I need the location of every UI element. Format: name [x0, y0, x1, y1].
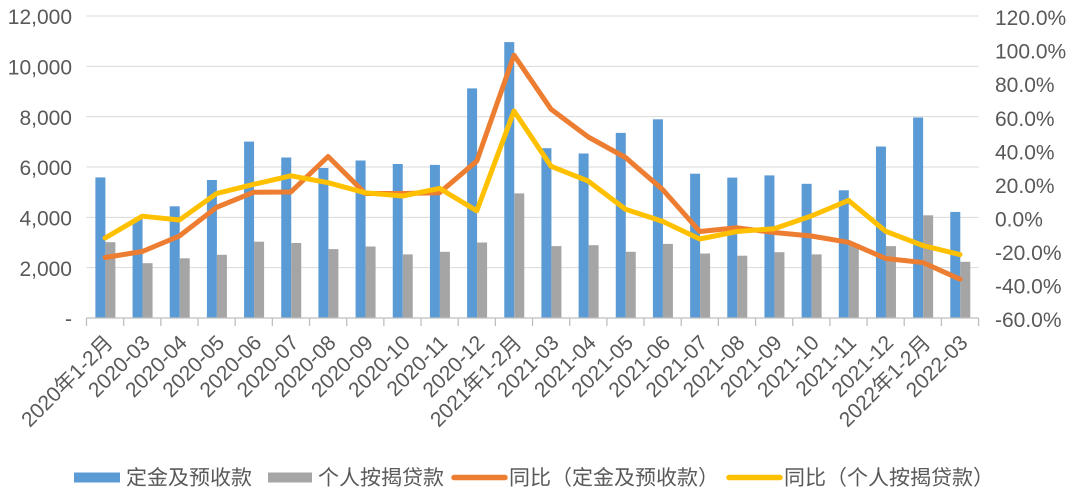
svg-text:60.0%: 60.0%	[995, 108, 1055, 131]
svg-text:-40.0%: -40.0%	[995, 276, 1062, 299]
svg-text:2,000: 2,000	[19, 258, 72, 281]
svg-text:40.0%: 40.0%	[995, 141, 1055, 164]
svg-text:8,000: 8,000	[19, 107, 72, 130]
svg-text:120.0%: 120.0%	[995, 7, 1066, 30]
svg-text:12,000: 12,000	[8, 6, 72, 29]
svg-text:10,000: 10,000	[8, 57, 72, 80]
svg-text:20.0%: 20.0%	[995, 175, 1055, 198]
svg-text:80.0%: 80.0%	[995, 74, 1055, 97]
svg-text:-: -	[65, 308, 72, 331]
svg-text:4,000: 4,000	[19, 208, 72, 231]
svg-text:6,000: 6,000	[19, 157, 72, 180]
svg-text:0.0%: 0.0%	[995, 208, 1043, 231]
svg-text:-20.0%: -20.0%	[995, 242, 1062, 265]
svg-text:-60.0%: -60.0%	[995, 309, 1062, 332]
svg-text:100.0%: 100.0%	[995, 41, 1066, 64]
